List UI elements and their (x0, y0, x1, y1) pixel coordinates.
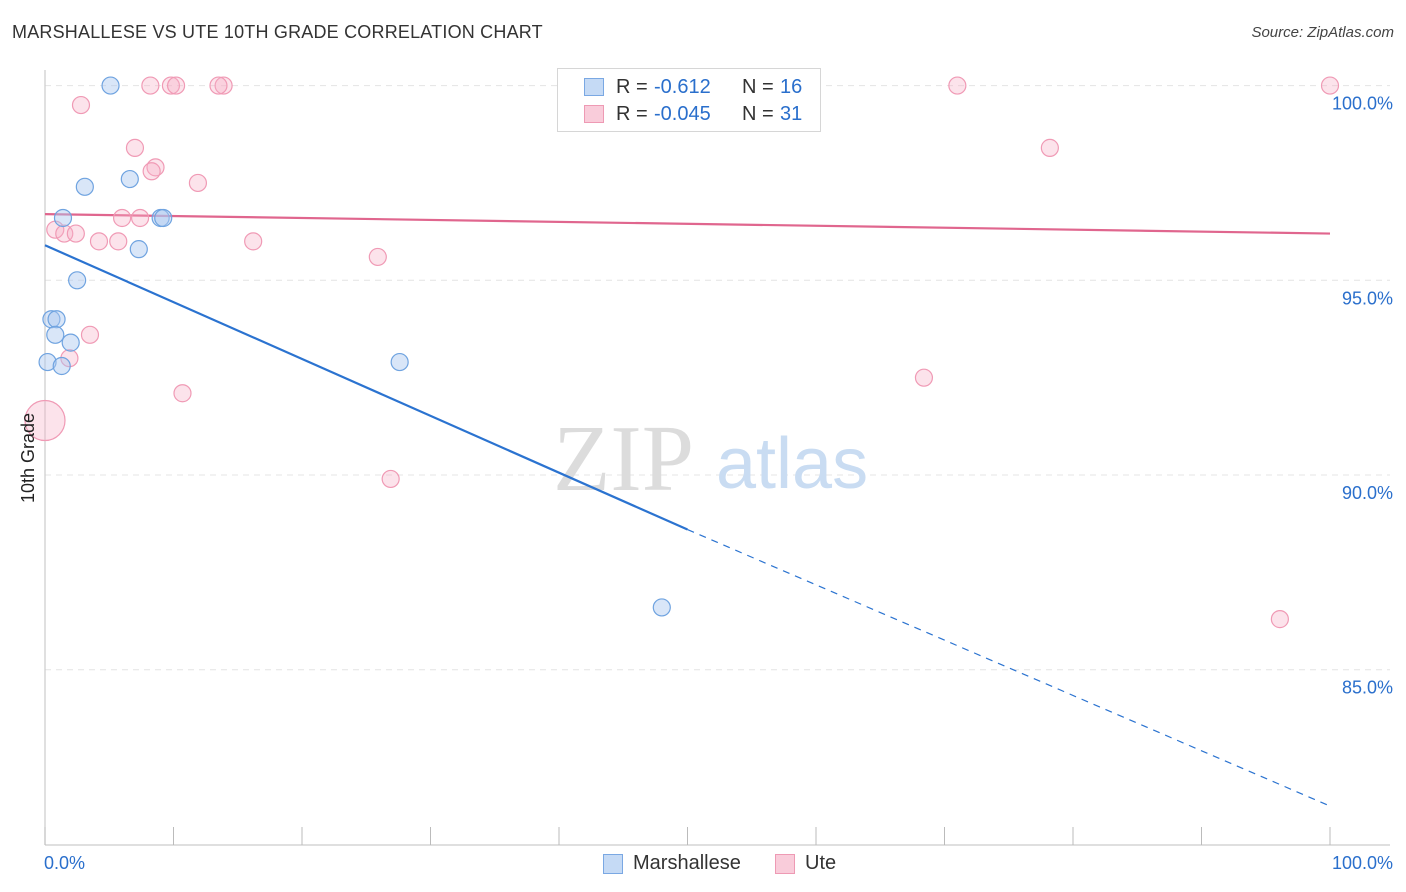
marshallese-legend-swatch (603, 853, 623, 874)
marshallese-point (129, 240, 148, 259)
ute-point (368, 247, 387, 267)
n-label: N = (742, 102, 774, 125)
ute-point (66, 224, 85, 243)
legend-label-ute: Ute (805, 852, 837, 874)
ute-point (173, 384, 192, 403)
ute-point (188, 173, 208, 193)
marshallese-point (38, 352, 57, 372)
legend-row-ute: R = -0.045 N = 31 (558, 100, 802, 128)
y-tick-label: 85.0% (1342, 678, 1393, 698)
marshallese-point (101, 76, 120, 95)
ute-point (112, 208, 132, 228)
legend-label-marshallese: Marshallese (633, 852, 741, 874)
ute-point (130, 208, 150, 228)
marshallese-point (52, 356, 71, 376)
ute-point (161, 76, 181, 95)
ute-point (244, 232, 263, 251)
y-tick-label: 95.0% (1342, 288, 1393, 308)
y-tick-label: 90.0% (1342, 483, 1393, 503)
correlation-legend: R = -0.612 N = 16 R = -0.045 N = 31 (557, 68, 821, 132)
source-label: Source: ZipAtlas.com (1251, 24, 1394, 41)
ute-point (1320, 76, 1340, 95)
y-tick-labels: 85.0% 90.0% 95.0% 100.0% (1332, 94, 1393, 698)
r-label: R = (616, 75, 648, 98)
marshallese-point (390, 352, 409, 372)
marshallese-trend-line (44, 244, 688, 531)
trend-lines (44, 212, 1331, 807)
legend-item-ute[interactable]: Ute (775, 852, 836, 875)
ute-legend-swatch (775, 853, 795, 874)
data-points (24, 76, 1340, 629)
ute-point (209, 76, 228, 95)
y-axis-label: 10th Grade (18, 413, 38, 503)
ute-point (89, 232, 109, 251)
ute-point (166, 76, 186, 95)
series-legend: Marshallese Ute (0, 852, 1406, 878)
r-label: R = (616, 102, 648, 125)
ute-point (80, 325, 100, 344)
r-value: -0.045 (654, 102, 711, 125)
chart-title: MARSHALLESE VS UTE 10TH GRADE CORRELATIO… (12, 22, 543, 42)
marshallese-point (53, 208, 73, 228)
ute-point (1270, 610, 1289, 629)
watermark-zip: ZIP (553, 407, 694, 511)
ute-point (914, 368, 934, 387)
marshallese-point (46, 325, 65, 344)
legend-row-marshallese: R = -0.612 N = 16 (558, 73, 802, 101)
ute-point (381, 469, 400, 489)
marshallese-point (68, 271, 87, 290)
n-value: 16 (780, 75, 803, 98)
r-value: -0.612 (654, 75, 711, 98)
ute-point (948, 76, 967, 95)
y-tick-label: 100.0% (1332, 94, 1393, 114)
x-tick-label: 0.0% (44, 853, 85, 873)
marshallese-point (47, 310, 66, 329)
n-value: 31 (780, 102, 803, 125)
n-label: N = (742, 75, 774, 98)
watermark-atlas: atlas (716, 424, 868, 504)
ute-point (109, 232, 128, 251)
marshallese-swatch (584, 78, 604, 96)
ute-point (24, 399, 66, 442)
x-tick-label: 100.0% (1332, 853, 1393, 873)
ute-point (214, 76, 233, 95)
ute-point (60, 349, 79, 368)
ute-point (71, 95, 91, 115)
ute-point (142, 162, 161, 181)
marshallese-point (75, 177, 94, 196)
marshallese-trend-extension (687, 528, 1331, 807)
x-tick-labels: 0.0% 100.0% (44, 853, 1393, 873)
gridlines (45, 85, 1390, 671)
axes (44, 70, 1390, 846)
legend-item-marshallese[interactable]: Marshallese (603, 852, 741, 875)
marshallese-point (61, 333, 80, 352)
ute-point (141, 76, 160, 95)
ute-swatch (584, 105, 604, 123)
ute-point (1040, 138, 1059, 157)
marshallese-point (120, 169, 139, 189)
watermark: ZIP atlas (553, 407, 868, 511)
ute-trend-line (44, 212, 1331, 235)
ute-point (125, 138, 145, 157)
marshallese-point (652, 598, 671, 617)
marshallese-point (154, 208, 173, 228)
